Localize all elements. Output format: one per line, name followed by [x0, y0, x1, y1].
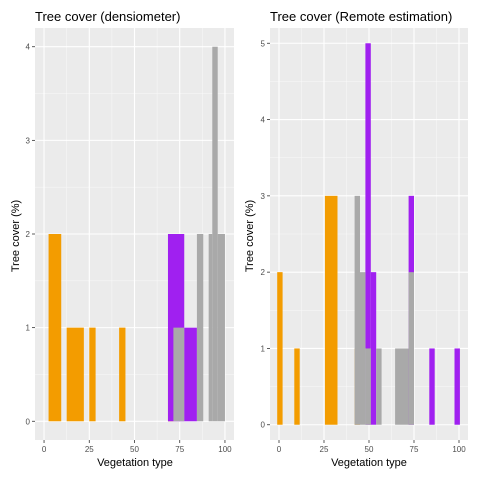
- right-bar-gray: [408, 272, 414, 425]
- left-y-tick-label: 1: [26, 324, 31, 333]
- left-y-tick-label: 2: [26, 230, 31, 239]
- right-x-tick-label: 0: [277, 445, 282, 454]
- right-x-tick-label: 75: [410, 445, 419, 454]
- left-plot-panel: 0 25 50 75 100 0 1 2 3 4: [26, 28, 234, 454]
- right-bar-orange: [294, 348, 300, 425]
- left-x-tick-label: 25: [85, 445, 94, 454]
- right-y-tick-label: 0: [261, 421, 266, 430]
- right-y-tick-label: 3: [261, 192, 266, 201]
- right-x-axis-label: Vegetation type: [331, 457, 407, 469]
- right-bar-gray: [376, 348, 382, 425]
- right-bar-gray: [360, 272, 366, 425]
- right-bar-gray: [395, 348, 409, 425]
- right-bar-purple: [370, 272, 377, 425]
- left-bar-gray: [173, 327, 185, 422]
- right-x-tick-label: 100: [452, 445, 466, 454]
- left-bar-orange: [89, 327, 96, 422]
- right-plot-panel: 0 25 50 75 100 0 1 2 3 4 5: [261, 28, 468, 454]
- left-y-tick-label: 3: [26, 136, 31, 145]
- right-y-axis-label: Tree cover (%): [244, 200, 256, 272]
- left-x-tick-label: 50: [130, 445, 139, 454]
- left-bar-gray: [217, 234, 225, 422]
- right-bar-gray: [354, 195, 360, 425]
- left-y-tick-label: 0: [26, 417, 31, 426]
- right-y-tick-label: 2: [261, 268, 266, 277]
- left-bar-purple: [184, 327, 197, 422]
- right-bar-purple: [454, 348, 460, 425]
- left-bar-gray: [212, 46, 218, 422]
- right-bar-gray: [365, 348, 371, 425]
- right-x-tick-label: 50: [365, 445, 374, 454]
- right-bar-orange: [277, 272, 283, 425]
- left-x-axis-label: Vegetation type: [97, 457, 173, 469]
- left-x-tick-label: 0: [42, 445, 47, 454]
- right-y-tick-label: 5: [261, 39, 266, 48]
- left-x-tick-label: 75: [175, 445, 184, 454]
- left-bar-orange: [48, 234, 62, 422]
- right-x-tick-label: 25: [320, 445, 329, 454]
- left-y-tick-label: 4: [26, 43, 31, 52]
- right-bar-orange: [324, 195, 338, 425]
- left-bar-orange: [66, 327, 84, 422]
- right-y-tick-label: 1: [261, 344, 266, 353]
- left-x-tick-label: 100: [218, 445, 232, 454]
- left-bar-gray: [196, 234, 204, 422]
- right-y-tick-label: 4: [261, 116, 266, 125]
- left-bar-gray: [208, 234, 213, 422]
- right-bar-purple: [365, 43, 371, 425]
- left-y-axis-label: Tree cover (%): [10, 200, 22, 272]
- left-chart-title: Tree cover (densiometer): [35, 9, 180, 24]
- right-chart-title: Tree cover (Remote estimation): [270, 9, 452, 24]
- right-bar-purple: [429, 348, 435, 425]
- left-bar-orange: [119, 327, 126, 422]
